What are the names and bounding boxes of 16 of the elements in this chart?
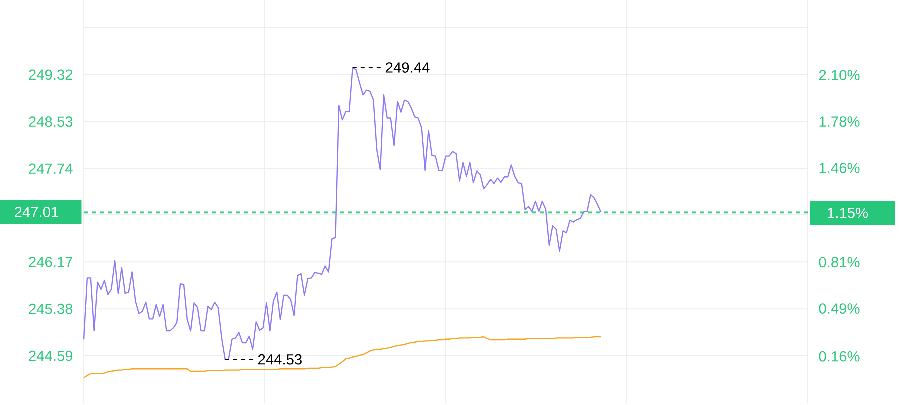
y2-tick-label: 0.81%: [819, 257, 860, 268]
annotation: 244.53: [258, 354, 302, 365]
ref-line-label: 1.15%: [828, 208, 868, 218]
y2-tick-label: 0.49%: [819, 304, 860, 314]
annotation: 249.44: [386, 62, 430, 73]
y2-tick-label: 2.10%: [819, 70, 860, 81]
ref-line-label: 247.01: [15, 207, 58, 218]
y2-tick-label: 1.46%: [820, 162, 860, 174]
y-tick-label: 249.32: [29, 70, 73, 80]
y-tick-label: 247.74: [29, 164, 73, 174]
y-tick-label: 246.17: [29, 256, 73, 268]
y2-tick-label: 1.78%: [820, 116, 860, 127]
y2-tick-label: 0.16%: [819, 351, 860, 362]
y-tick-label: 248.53: [29, 116, 73, 128]
y-tick-label: 244.59: [29, 350, 73, 362]
y-tick-label: 245.38: [29, 304, 73, 314]
